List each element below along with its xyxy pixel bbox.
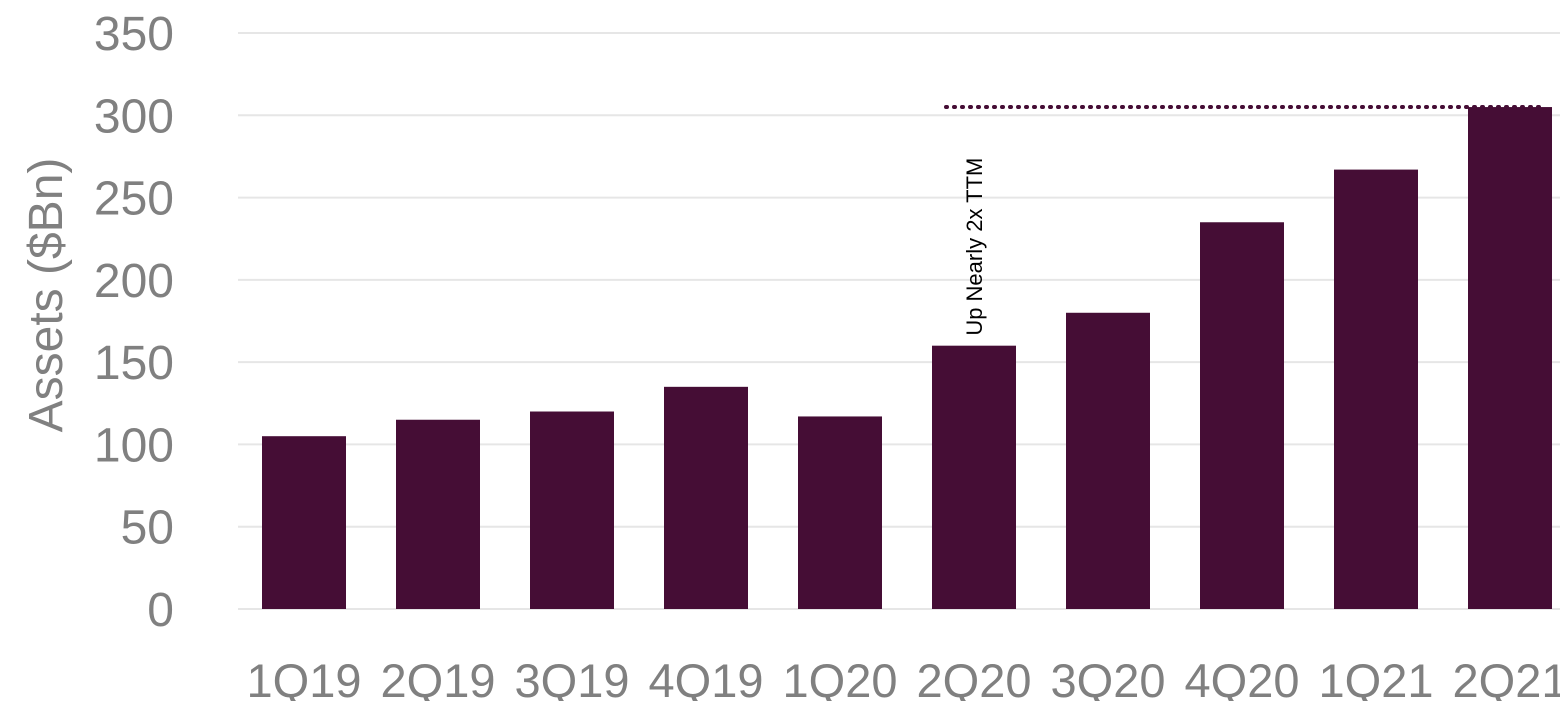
bar-1Q21 — [1334, 169, 1418, 609]
x-tick-label-3Q19: 3Q19 — [515, 654, 630, 701]
y-tick-label-0: 0 — [147, 584, 174, 637]
y-tick-label-100: 100 — [94, 419, 174, 472]
y-tick-label-250: 250 — [94, 173, 174, 226]
bar-2Q19 — [396, 419, 480, 609]
bar-3Q19 — [530, 411, 614, 609]
bar-2Q21 — [1468, 107, 1552, 610]
y-axis-label: Assets ($Bn) — [20, 158, 73, 433]
x-tick-label-1Q21: 1Q21 — [1319, 654, 1434, 701]
x-tick-label-2Q19: 2Q19 — [381, 654, 496, 701]
y-tick-label-300: 300 — [94, 90, 174, 143]
x-tick-label-1Q19: 1Q19 — [247, 654, 362, 701]
bar-4Q19 — [664, 386, 748, 609]
bar-2Q20 — [932, 345, 1016, 609]
y-tick-label-150: 150 — [94, 337, 174, 390]
y-tick-label-200: 200 — [94, 255, 174, 308]
x-tick-label-2Q20: 2Q20 — [917, 654, 1032, 701]
x-axis-ticks: 1Q19 2Q19 3Q19 4Q19 1Q20 2Q20 3Q20 4Q20 1Q21 2Q21 — [247, 654, 1560, 701]
bar-1Q19 — [262, 436, 346, 609]
bars — [262, 107, 1552, 610]
x-tick-label-1Q20: 1Q20 — [783, 654, 898, 701]
x-tick-label-4Q20: 4Q20 — [1185, 654, 1300, 701]
annotation-label: Up Nearly 2x TTM — [962, 158, 987, 336]
bar-3Q20 — [1066, 312, 1150, 609]
bar-1Q20 — [798, 416, 882, 609]
x-tick-label-4Q19: 4Q19 — [649, 654, 764, 701]
y-tick-label-350: 350 — [94, 8, 174, 61]
bar-4Q20 — [1200, 222, 1284, 609]
y-tick-label-50: 50 — [121, 502, 174, 555]
x-tick-label-3Q20: 3Q20 — [1051, 654, 1166, 701]
x-tick-label-2Q21: 2Q21 — [1453, 654, 1560, 701]
y-axis-ticks: 0 50 100 150 200 250 300 350 — [94, 8, 174, 637]
